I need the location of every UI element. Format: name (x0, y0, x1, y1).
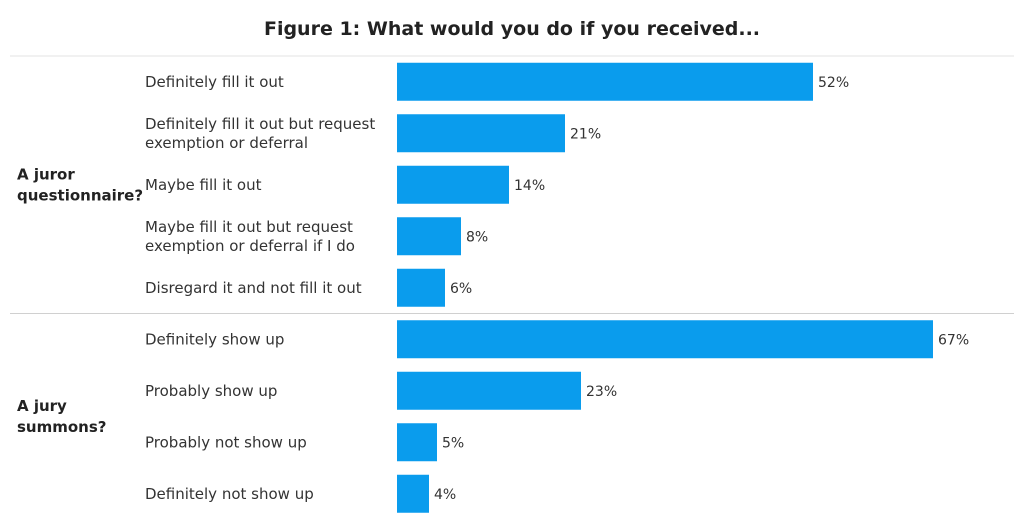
value-label: 21% (570, 126, 601, 142)
category-label: Maybe fill it out but request exemption o… (145, 218, 355, 255)
category-label: Definitely fill it out (145, 73, 284, 91)
value-label: 52% (818, 75, 849, 91)
category-label: Maybe fill it out (145, 176, 262, 194)
category-label: Disregard it and not fill it out (145, 279, 362, 297)
bar (397, 423, 437, 462)
bar (397, 268, 445, 307)
bar (397, 217, 461, 256)
bar (397, 371, 581, 410)
bar (397, 474, 429, 513)
category-label: Definitely fill it out but request exempt… (145, 115, 375, 152)
category-label: Definitely show up (145, 330, 284, 348)
value-label: 6% (450, 281, 472, 297)
chart-title: Figure 1: What would you do if you recei… (263, 18, 761, 40)
group-label: A jury summons? (17, 397, 106, 436)
bar (397, 320, 933, 359)
category-label: Definitely not show up (145, 485, 314, 503)
bar (397, 62, 813, 101)
category-label: Probably not show up (145, 433, 307, 451)
value-label: 67% (938, 332, 969, 348)
value-label: 23% (586, 384, 617, 400)
bar (397, 165, 509, 204)
bar (397, 114, 565, 153)
group-label: A juror questionnaire? (17, 165, 143, 204)
category-label: Probably show up (145, 382, 277, 400)
value-label: 14% (514, 178, 545, 194)
value-label: 8% (466, 229, 488, 245)
value-label: 5% (442, 435, 464, 451)
value-label: 4% (434, 487, 456, 503)
